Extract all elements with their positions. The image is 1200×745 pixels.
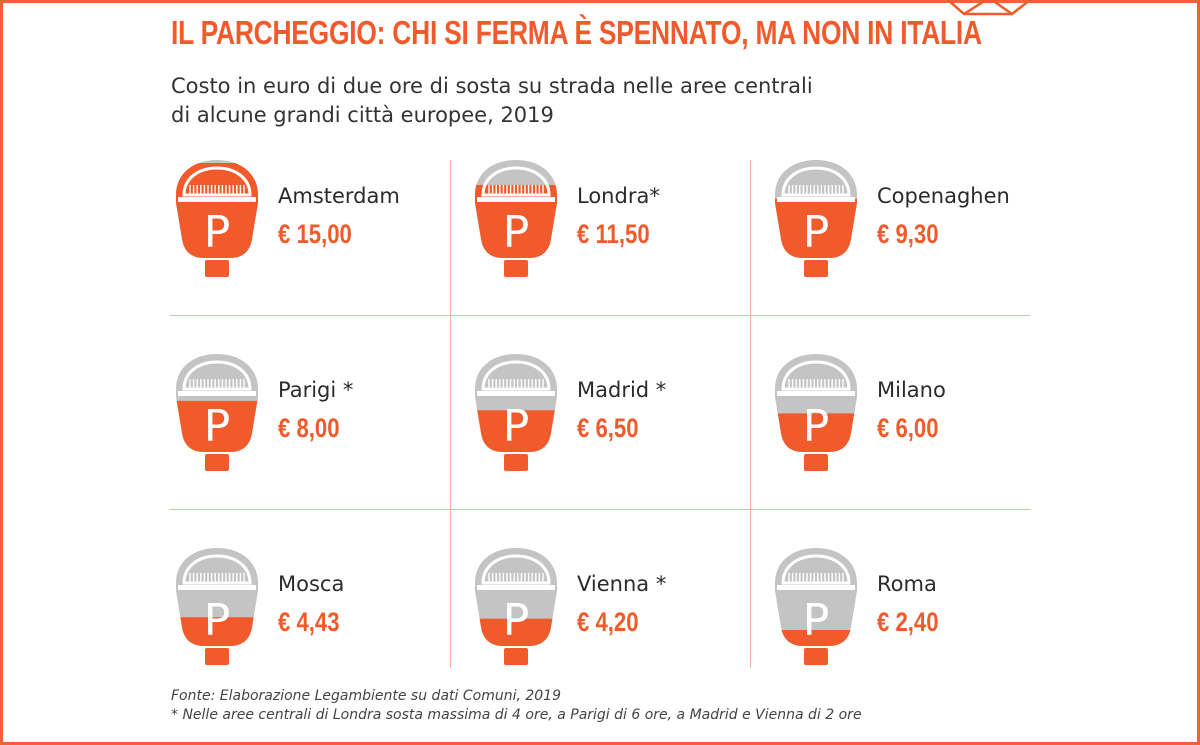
meter-window [781,554,851,585]
meter-stem [205,648,229,665]
page-subtitle: Costo in euro di due ore di sosta su str… [171,72,931,130]
parking-meter-icon: P [176,160,258,277]
city-label: Parigi * [278,378,354,402]
meter-window [481,554,551,585]
parking-meter-icon: P [775,548,857,665]
city-label: Amsterdam [278,184,400,208]
meter-letter: P [803,595,830,646]
parking-meter-icon: P [475,160,557,277]
parking-meter-icon: P [775,160,857,277]
corner-decoration [947,0,1031,16]
meter-stem [504,648,528,665]
meter-letter: P [803,207,830,258]
meter-letter: P [204,401,231,452]
meter-window [781,360,851,391]
meter-cell: P Milano € 6,00 [771,351,1071,541]
value-fill-bar [176,400,258,452]
price-label: € 2,40 [877,607,939,637]
meter-cell: P Parigi * € 8,00 [172,351,472,541]
value-fill-bar [475,618,557,646]
meter-cell: P Vienna * € 4,20 [471,545,771,735]
page-title: Il parcheggio: chi si ferma è spennato, … [171,14,982,51]
meter-stem [504,454,528,471]
meter-cell: P Roma € 2,40 [771,545,1071,735]
meter-cell: P Mosca € 4,43 [172,545,472,735]
parking-meter-icon: P [775,354,857,471]
meter-stem [205,454,229,471]
city-label: Madrid * [577,378,667,402]
price-label: € 8,00 [278,413,340,443]
price-label: € 4,43 [278,607,340,637]
meter-stem [804,454,828,471]
value-fill-bar [775,413,857,452]
meter-window [481,360,551,391]
source-note: Fonte: Elaborazione Legambiente su dati … [171,688,561,704]
meter-stem [205,260,229,277]
meter-letter: P [503,207,530,258]
meter-stem [804,648,828,665]
city-label: Vienna * [577,572,667,596]
price-label: € 9,30 [877,219,939,249]
meter-window [182,166,252,197]
subtitle-line-2: di alcune grandi città europee, 2019 [171,103,554,127]
meter-letter: P [204,207,231,258]
meter-window [481,166,551,197]
meter-cell: P Londra* € 11,50 [471,157,771,347]
parking-meter-icon: P [176,354,258,471]
meter-stem [504,260,528,277]
value-fill-bar [475,410,557,452]
city-label: Londra* [577,184,660,208]
footnote: * Nelle aree centrali di Londra sosta ma… [171,707,862,723]
meter-stem [804,260,828,277]
price-label: € 6,00 [877,413,939,443]
subtitle-line-1: Costo in euro di due ore di sosta su str… [171,74,813,98]
city-label: Milano [877,378,946,402]
meter-cell: P Amsterdam € 15,00 [172,157,472,347]
meter-letter: P [503,595,530,646]
meter-cell: P Copenaghen € 9,30 [771,157,1071,347]
meter-window [182,360,252,391]
price-label: € 15,00 [278,219,352,249]
value-fill-bar [775,629,857,646]
value-fill-bar [176,617,258,646]
meter-body [775,548,857,646]
parking-meter-icon: P [475,354,557,471]
meter-window [781,166,851,197]
city-label: Copenaghen [877,184,1010,208]
price-label: € 11,50 [577,219,650,249]
city-label: Mosca [278,572,345,596]
price-label: € 6,50 [577,413,639,443]
city-label: Roma [877,572,937,596]
meter-letter: P [803,401,830,452]
parking-meter-icon: P [176,548,258,665]
meter-letter: P [204,595,231,646]
meter-window [182,554,252,585]
chart-notes: Fonte: Elaborazione Legambiente su dati … [171,687,1071,725]
meter-letter: P [503,401,530,452]
value-fill-bar [775,198,857,258]
parking-meter-icon: P [475,548,557,665]
price-label: € 4,20 [577,607,639,637]
meter-cell: P Madrid * € 6,50 [471,351,771,541]
